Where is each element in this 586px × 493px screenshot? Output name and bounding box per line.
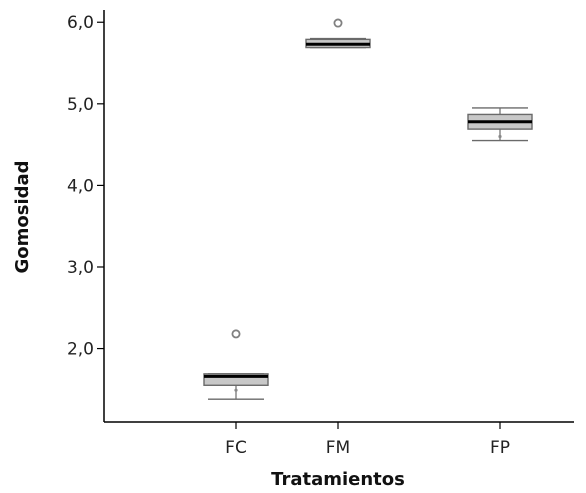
y-axis-title: Gomosidad	[12, 160, 33, 273]
y-tick-label: 2,0	[67, 340, 94, 360]
box-iqr	[203, 373, 269, 386]
box-fc	[203, 329, 269, 400]
y-tick-label: 3,0	[67, 258, 94, 278]
ticks-layer: 2,0 3,0 4,0 5,0 6,0 FC FM FP	[67, 13, 510, 458]
boxes-layer	[203, 18, 533, 400]
y-tick-label: 5,0	[67, 95, 94, 115]
x-tick-label: FC	[225, 438, 247, 458]
outlier-point	[231, 329, 241, 339]
mean-marker	[234, 388, 238, 392]
plot-axes	[103, 10, 574, 423]
box-fp	[467, 107, 533, 142]
y-tick-label: 6,0	[67, 13, 94, 33]
outlier-point	[333, 18, 343, 28]
x-tick-label: FP	[490, 438, 510, 458]
box-fm	[305, 18, 371, 49]
mean-marker	[498, 134, 502, 139]
x-axis-title: Tratamientos	[271, 469, 405, 490]
x-tick-label: FM	[326, 438, 350, 458]
y-tick-label: 4,0	[67, 176, 94, 196]
